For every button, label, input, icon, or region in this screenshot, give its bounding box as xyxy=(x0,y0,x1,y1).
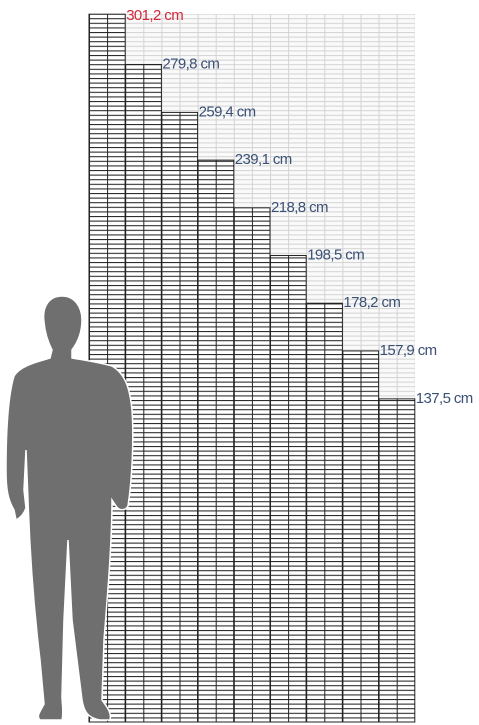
bar xyxy=(378,398,416,723)
value-label: 198,5 cm xyxy=(307,246,364,263)
value-label: 239,1 cm xyxy=(235,151,292,168)
bar xyxy=(341,350,380,723)
value-label: 178,2 cm xyxy=(343,294,400,311)
bar xyxy=(269,255,307,723)
bar xyxy=(305,302,343,723)
bar xyxy=(233,207,271,723)
value-label: 259,4 cm xyxy=(199,103,256,120)
value-label: 218,8 cm xyxy=(271,199,328,216)
value-label: 157,9 cm xyxy=(380,342,437,359)
bar xyxy=(197,159,235,723)
bar xyxy=(160,111,199,723)
bar xyxy=(124,63,162,723)
value-label: 301,2 cm xyxy=(126,7,183,24)
person-silhouette xyxy=(5,295,134,721)
bars xyxy=(88,13,416,723)
value-label: 137,5 cm xyxy=(416,390,473,407)
value-label: 279,8 cm xyxy=(162,55,219,72)
